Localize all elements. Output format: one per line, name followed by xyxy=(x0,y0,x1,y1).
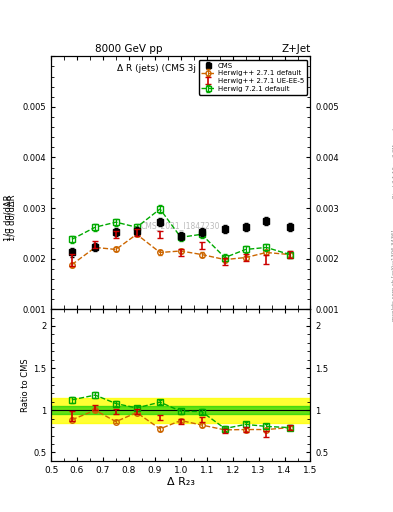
Legend: CMS, Herwig++ 2.7.1 default, Herwig++ 2.7.1 UE-EE-5, Herwig 7.2.1 default: CMS, Herwig++ 2.7.1 default, Herwig++ 2.… xyxy=(198,60,307,95)
Bar xyxy=(51,406,310,414)
X-axis label: Δ R₂₃: Δ R₂₃ xyxy=(167,477,195,487)
Y-axis label: Ratio to CMS: Ratio to CMS xyxy=(21,358,30,412)
Text: CMS_2021_I1847230: CMS_2021_I1847230 xyxy=(141,221,220,230)
Text: Δ R (jets) (CMS 3j and Z+2j): Δ R (jets) (CMS 3j and Z+2j) xyxy=(117,64,244,73)
Bar xyxy=(51,398,310,423)
Text: 8000 GeV pp: 8000 GeV pp xyxy=(95,44,163,54)
Text: Z+Jet: Z+Jet xyxy=(281,44,310,54)
Text: 1/σ dσ/dΔR: 1/σ dσ/dΔR xyxy=(7,195,16,241)
Text: 1/σ dσ/dΔR: 1/σ dσ/dΔR xyxy=(4,195,12,241)
